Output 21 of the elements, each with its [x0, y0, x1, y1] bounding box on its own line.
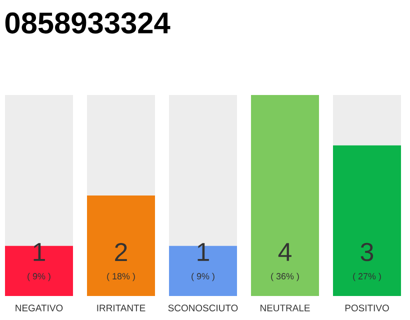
data-label: ( 36% ) [271, 272, 299, 282]
x-tick-label: NEGATIVO [16, 304, 63, 312]
bar [333, 95, 402, 146]
annotation: 3 [360, 242, 374, 262]
x-tick-label: NEUTRALE [260, 304, 310, 312]
bar [87, 95, 155, 196]
x-tick-label: POSITIVO [345, 304, 389, 312]
x-tick-label: IRRITANTE [97, 304, 146, 312]
annotation: 1 [34, 243, 45, 261]
x-tick-label: SCONOSCIUTO [168, 304, 238, 312]
data-label: ( 9% ) [192, 272, 214, 282]
bar [251, 95, 320, 296]
bar [333, 145, 402, 296]
data-label: ( 18% ) [107, 272, 135, 282]
chart-title: 0858933324 [5, 12, 170, 34]
annotation: 4 [278, 243, 292, 261]
data-label: ( 9% ) [28, 272, 50, 282]
data-label: ( 27% ) [353, 272, 381, 282]
annotation: 2 [115, 242, 127, 262]
annotation: 1 [198, 243, 209, 261]
bar [87, 196, 155, 296]
